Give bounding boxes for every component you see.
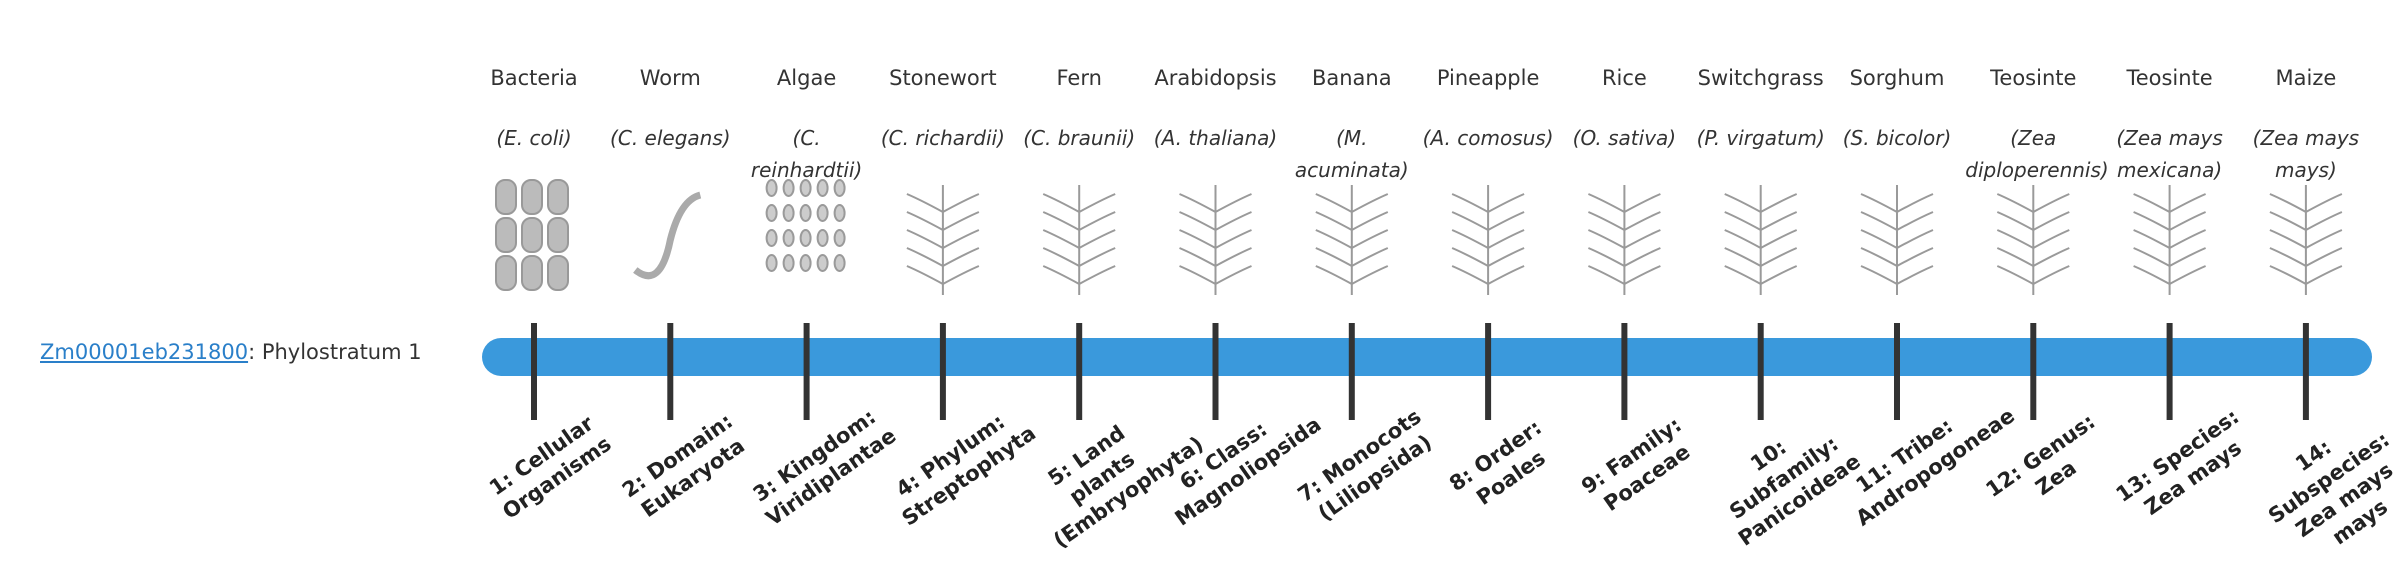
gene-link[interactable]: Zm00001eb231800 (40, 340, 249, 364)
organism-illustration (1724, 185, 1798, 295)
scientific-name: (C. reinhardtii) (750, 126, 863, 182)
common-name: Bacteria (490, 66, 578, 90)
organism-illustration (495, 179, 569, 291)
organism-illustration (2133, 185, 2206, 295)
scientific-name: (E. coli) (496, 126, 572, 150)
organism-illustration (906, 185, 980, 295)
scientific-name: (O. sativa) (1572, 126, 1677, 150)
scientific-name: (A. thaliana) (1153, 126, 1278, 150)
scientific-name: (Zea mays mexicana) (2116, 126, 2223, 182)
scientific-name: (C. richardii) (880, 126, 1005, 150)
phylostratum: : Phylostratum 1 (248, 340, 422, 364)
common-name: Switchgrass (1697, 66, 1824, 90)
common-name: Fern (1056, 66, 1102, 90)
organism-illustration (1179, 185, 1252, 295)
common-name: Pineapple (1436, 66, 1540, 90)
common-name: Stonewort (889, 66, 997, 90)
organism-illustration (1996, 185, 2070, 295)
organism-illustration (1315, 185, 1389, 295)
common-name: Banana (1311, 66, 1392, 90)
gene-label: Zm00001eb231800: Phylostratum 1 (40, 340, 422, 364)
organism-illustration (1451, 185, 1525, 295)
scientific-name: (P. virgatum) (1696, 126, 1825, 150)
scientific-name: (A. comosus) (1422, 126, 1554, 150)
scientific-name: (Zea diploperennis) (1965, 126, 2109, 182)
organism-illustration (1588, 185, 1661, 295)
common-name: Worm (639, 66, 701, 90)
scientific-name: (Zea mays mays) (2252, 126, 2360, 182)
scientific-name: (C. elegans) (610, 126, 731, 150)
common-name: Arabidopsis (1154, 66, 1277, 90)
scientific-name: (M. acuminata) (1294, 126, 1409, 182)
organism-illustration (765, 179, 846, 272)
common-name: Sorghum (1849, 66, 1945, 90)
common-name: Algae (776, 66, 837, 90)
scientific-name: (C. braunii) (1023, 126, 1136, 150)
organism-illustration (2269, 185, 2343, 295)
scientific-name: (S. bicolor) (1842, 126, 1952, 150)
timeline-bar (482, 338, 2372, 376)
common-name: Teosinte (1990, 66, 2077, 90)
common-name: Teosinte (2126, 66, 2213, 90)
common-name: Rice (1601, 66, 1647, 90)
organism-illustration (1860, 185, 1934, 295)
organism-illustration (633, 191, 702, 280)
common-name: Maize (2275, 66, 2337, 90)
organism-illustration (1042, 185, 1116, 295)
